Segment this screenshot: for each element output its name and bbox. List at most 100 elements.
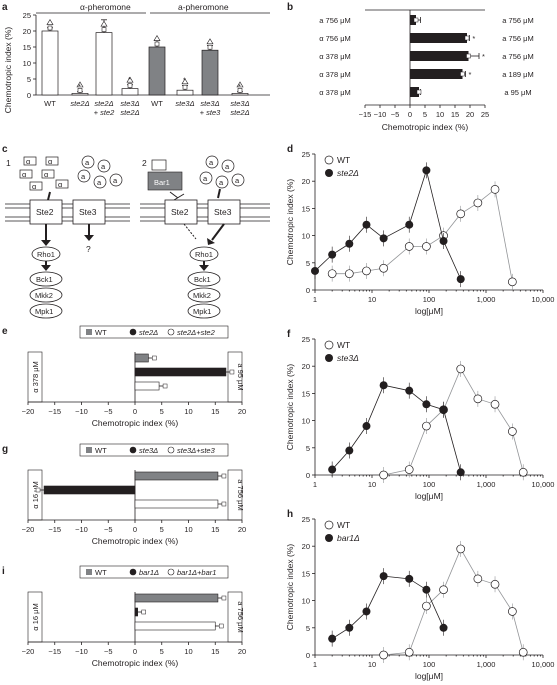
log-xlabel: log[μM] xyxy=(415,671,443,681)
mkk2-node-left xyxy=(29,287,63,303)
panel-b-label: b xyxy=(287,2,293,13)
legend-open-marker xyxy=(324,155,334,165)
ste2-receptor-right xyxy=(164,199,198,225)
log-ytick: 20 xyxy=(302,362,310,371)
xlabel: Chemotropic index (%) xyxy=(92,658,179,668)
data-point xyxy=(490,579,500,589)
legend-label: WT xyxy=(95,446,107,455)
data-point xyxy=(379,381,388,390)
data-point xyxy=(311,266,319,275)
svg-text:Mpk1: Mpk1 xyxy=(193,307,211,316)
log-xtick: 100 xyxy=(423,480,436,489)
bar-point xyxy=(162,383,168,389)
xtick: −10 xyxy=(75,525,88,534)
right-condition-label: a 756 μM xyxy=(236,601,245,632)
log-ytick: 20 xyxy=(302,177,310,186)
i-panel-label: i xyxy=(2,566,5,577)
series-line xyxy=(331,384,462,473)
log-ytick: 15 xyxy=(302,389,310,398)
a-category-label: ste3Δ xyxy=(175,99,194,108)
legend-grey-marker xyxy=(86,569,92,575)
legend-marker xyxy=(167,446,175,454)
xtick: −5 xyxy=(104,407,113,416)
a-point-square xyxy=(47,25,53,31)
a-category-label: ste2Δ xyxy=(94,99,113,108)
a-point-square xyxy=(154,41,160,47)
legend-label: WT xyxy=(95,328,107,337)
svg-text:Rho1: Rho1 xyxy=(37,250,55,259)
data-point xyxy=(345,446,354,455)
legend-marker xyxy=(129,446,137,454)
log-xtick: 10,000 xyxy=(532,660,555,669)
a-pheromone-icons-right: a a a a a xyxy=(199,155,245,189)
data-point xyxy=(405,220,414,229)
data-point xyxy=(422,421,431,431)
b-left-label: a 756 μM xyxy=(319,16,350,25)
b-left-label: α 378 μM xyxy=(319,52,351,61)
b-point xyxy=(460,71,465,77)
a-pheromone-icons: a a a a a xyxy=(77,155,123,189)
data-point xyxy=(439,623,448,632)
log-xtick: 1 xyxy=(313,480,317,489)
data-point xyxy=(344,269,354,279)
log-xtick: 1 xyxy=(313,660,317,669)
data-point xyxy=(405,386,414,395)
data-point xyxy=(456,468,465,477)
data-point xyxy=(327,269,337,279)
data-point xyxy=(362,607,371,616)
a-ytick: 15 xyxy=(23,43,31,52)
alpha-pheromone-icons: α α α α α α xyxy=(19,156,69,191)
log-ytick: 5 xyxy=(306,624,310,633)
svg-text:Mpk1: Mpk1 xyxy=(35,307,53,316)
left-condition-label: α 378 μM xyxy=(31,361,40,393)
b-star: * xyxy=(469,70,472,79)
legend-box xyxy=(79,325,229,339)
panel-b-xticks: −15 −10 −5 0 5 10 15 20 25 xyxy=(359,10,489,119)
bar-point xyxy=(229,369,235,375)
xtick: 0 xyxy=(133,525,137,534)
bck1-node-left xyxy=(29,271,63,287)
svg-text:a: a xyxy=(235,176,240,185)
legend-label: ste3Δ xyxy=(139,446,158,455)
a-ytick: 20 xyxy=(23,27,31,36)
panel-a-bars: * * * * xyxy=(41,19,249,96)
log-ytick: 20 xyxy=(302,542,310,551)
log-ytick: 15 xyxy=(302,204,310,213)
a-point-triangle xyxy=(46,19,54,25)
xtick: −5 xyxy=(104,647,113,656)
xtick: −20 xyxy=(22,407,35,416)
svg-text:a: a xyxy=(81,172,86,181)
data-point xyxy=(404,242,414,251)
panel-b-bars: * * * xyxy=(410,15,485,97)
legend-label: ste2Δ+ste2 xyxy=(177,328,216,337)
bar-point xyxy=(221,501,227,507)
bar-point xyxy=(219,623,224,629)
xtick: 20 xyxy=(238,647,246,656)
a-bar xyxy=(231,93,249,96)
panel-g: g WT ste3Δ ste3Δ+ste3 α 16 μM a 756 μM −20 −15 −… xyxy=(2,443,246,546)
xtick: −10 xyxy=(75,647,88,656)
b-right-label: a 756 μM xyxy=(502,16,533,25)
log-xtick: 10,000 xyxy=(532,295,555,304)
b-star: * xyxy=(482,52,485,61)
svg-text:α: α xyxy=(32,182,37,191)
data-point xyxy=(422,601,431,611)
arrow-alpha-ste2 xyxy=(47,191,51,201)
xtick: −20 xyxy=(22,525,35,534)
bar-point xyxy=(221,595,227,601)
panel-c-label: c xyxy=(2,144,8,155)
legend-label: ste2Δ xyxy=(139,328,158,337)
a-point-triangle xyxy=(181,78,189,85)
xtick: 5 xyxy=(160,407,164,416)
log-ytick: 25 xyxy=(302,335,310,344)
bar xyxy=(134,471,219,481)
b-bar xyxy=(410,33,467,43)
a-category-label: ste3Δ xyxy=(120,99,139,108)
series-line xyxy=(383,368,524,476)
log-ytick: 0 xyxy=(306,286,310,295)
xtick: −15 xyxy=(48,647,61,656)
svg-text:a: a xyxy=(113,176,118,185)
panel-b-right-labels: a 756 μM a 756 μM a 756 μM a 189 μM a 95 μM xyxy=(502,16,533,97)
a-point-triangle xyxy=(100,20,108,27)
